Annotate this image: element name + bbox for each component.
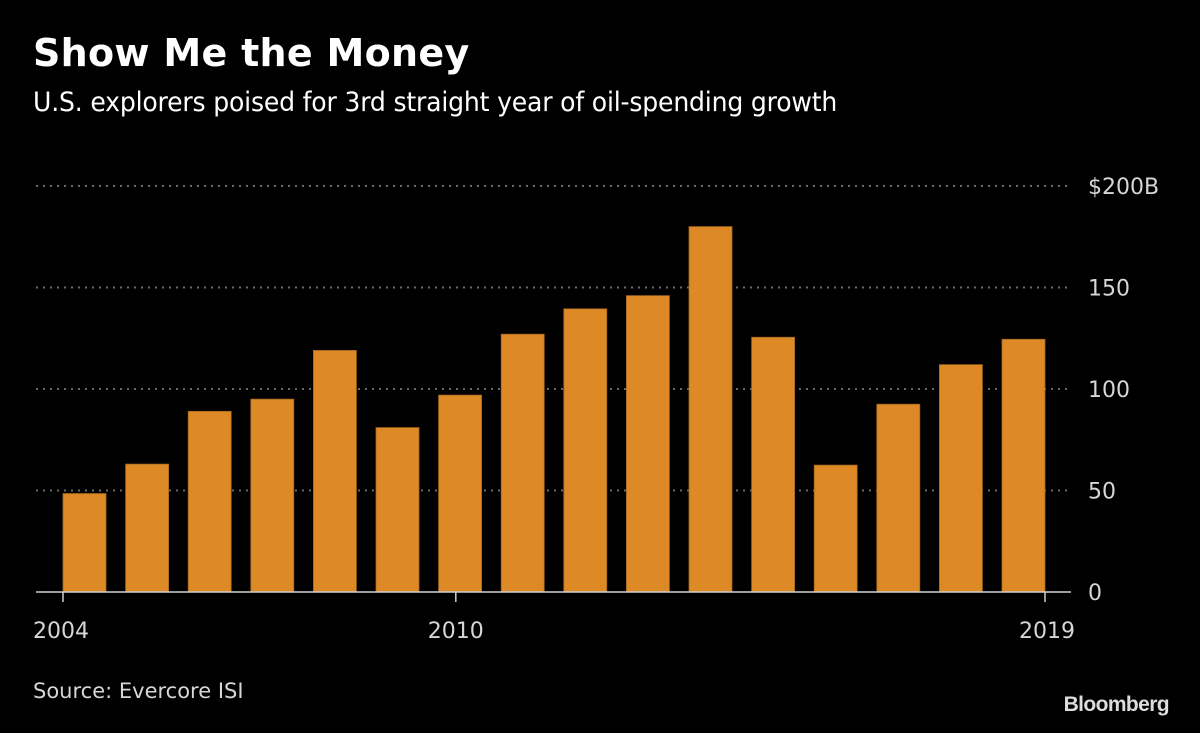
bar-2005 [125, 463, 169, 593]
bar-2011 [500, 333, 545, 593]
bar-2010 [438, 394, 483, 593]
y-tick-label: 150 [1088, 277, 1130, 302]
bar-2014 [688, 226, 733, 593]
bar-2019 [1001, 338, 1046, 593]
bar-2008 [312, 350, 357, 593]
x-axis-labels: 2004 2010 2019 [33, 619, 1075, 644]
bar-2004 [62, 493, 107, 593]
bar-2009 [375, 427, 420, 593]
bar-2012 [563, 308, 608, 593]
x-tick-label: 2010 [428, 619, 484, 644]
bar-2006 [187, 410, 232, 593]
chart-subtitle: U.S. explorers poised for 3rd straight y… [33, 87, 838, 118]
bar-2015 [751, 336, 795, 593]
source-note: Source: Evercore ISI [33, 679, 244, 703]
y-tick-label: $200B [1088, 175, 1159, 200]
x-axis [36, 591, 1071, 602]
y-tick-label: 100 [1088, 378, 1130, 403]
y-tick-label: 0 [1088, 581, 1102, 606]
bar-2018 [939, 364, 983, 593]
chart-title: Show Me the Money [33, 31, 470, 75]
x-tick-label: 2004 [33, 619, 89, 644]
y-tick-label: 50 [1088, 480, 1116, 505]
bloomberg-logo: Bloomberg [1063, 693, 1170, 716]
bar-2013 [626, 295, 670, 593]
x-tick-label: 2019 [1019, 619, 1075, 644]
y-axis-labels: 0 50 100 150 $200B [1088, 175, 1159, 606]
bars [62, 226, 1046, 593]
bar-2007 [250, 398, 295, 593]
bar-2016 [813, 464, 858, 593]
bar-2017 [876, 403, 921, 593]
